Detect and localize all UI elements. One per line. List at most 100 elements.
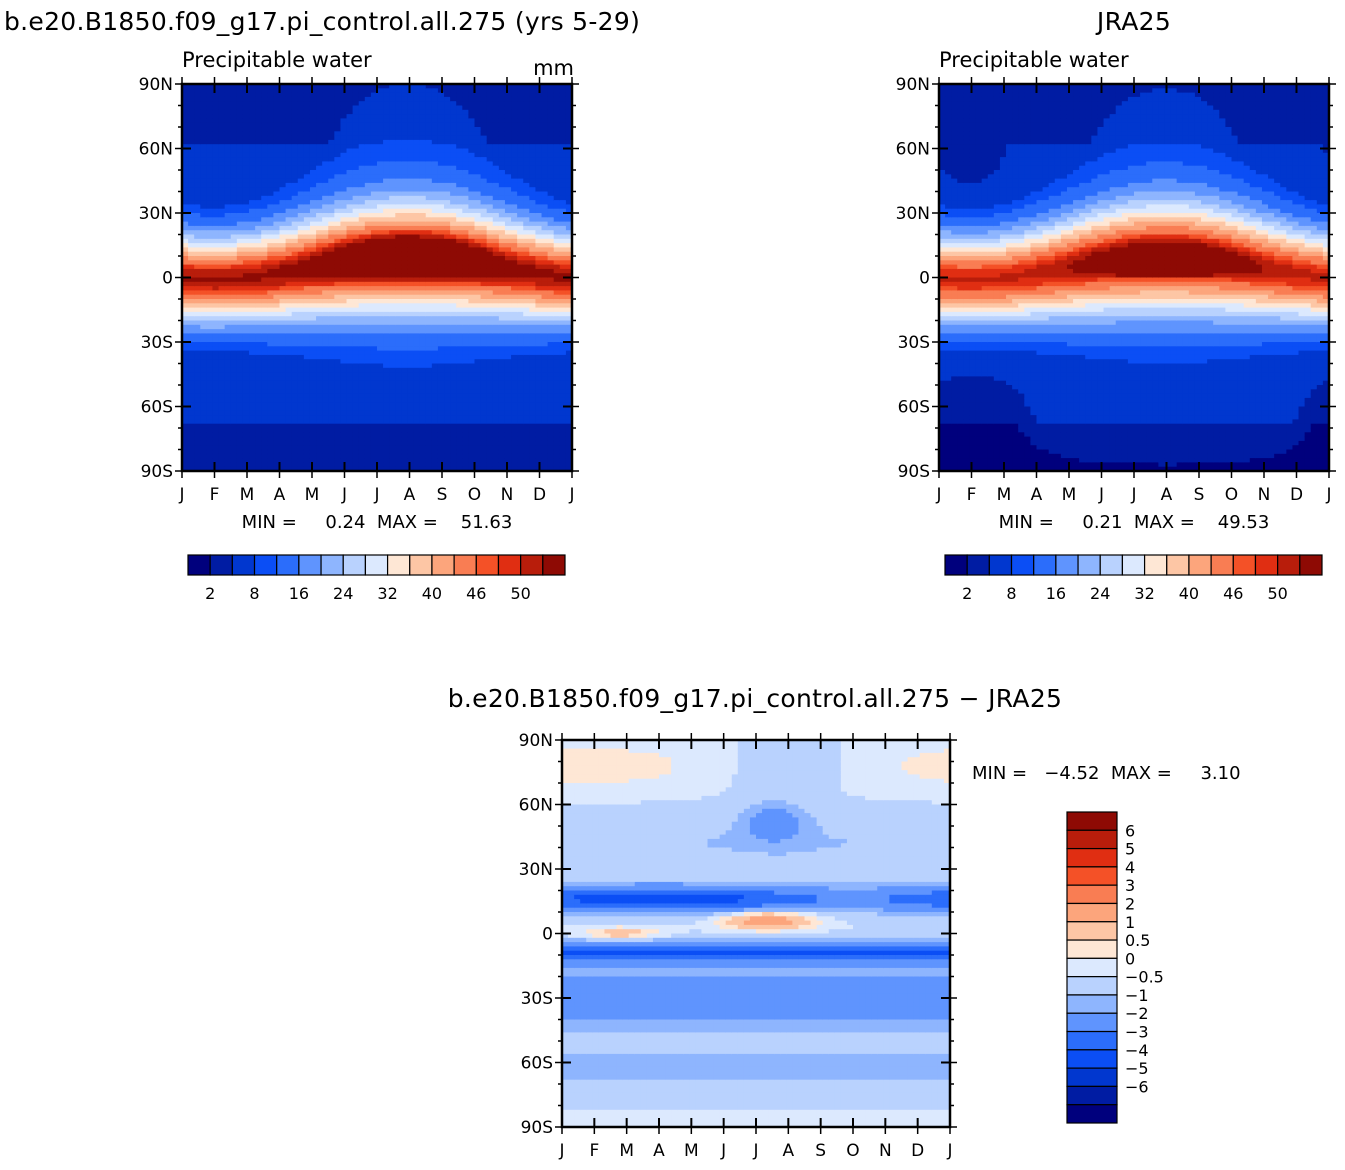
contour-cell — [340, 135, 348, 141]
contour-cell — [480, 118, 488, 124]
contour-cell — [431, 88, 439, 94]
contour-cell — [322, 397, 329, 403]
contour-cell — [249, 453, 256, 459]
contour-cell — [322, 204, 329, 210]
contour-cell — [267, 410, 274, 416]
contour-cell — [468, 445, 476, 451]
contour-cell — [413, 303, 421, 309]
contour-cell — [249, 320, 256, 326]
contour-cell — [486, 397, 494, 403]
contour-cell — [328, 462, 335, 468]
contour-cell — [273, 273, 281, 279]
contour-cell — [462, 320, 469, 326]
contour-cell — [450, 122, 457, 128]
contour-cell — [285, 264, 293, 270]
contour-cell — [285, 238, 293, 244]
contour-cell — [517, 161, 524, 167]
contour-cell — [437, 281, 445, 287]
contour-cell — [285, 303, 293, 309]
contour-cell — [212, 217, 220, 223]
contour-cell — [352, 170, 360, 175]
contour-cell — [340, 445, 348, 451]
contour-cell — [285, 221, 293, 227]
contour-cell — [334, 466, 342, 471]
contour-cell — [316, 178, 323, 184]
contour-cell — [316, 402, 323, 408]
contour-cell — [517, 105, 524, 111]
contour-cell — [383, 290, 390, 296]
contour-cell — [249, 84, 256, 89]
contour-cell — [328, 148, 335, 154]
contour-cell — [309, 178, 317, 184]
contour-cell — [346, 419, 354, 425]
contour-cell — [291, 208, 299, 214]
contour-cell — [316, 406, 323, 412]
contour-cell — [255, 346, 262, 352]
contour-cell — [504, 294, 512, 300]
contour-cell — [236, 256, 244, 261]
contour-cell — [334, 101, 342, 107]
contour-cell — [419, 415, 427, 420]
contour-cell — [444, 415, 451, 420]
contour-cell — [346, 372, 354, 377]
contour-cell — [492, 410, 500, 416]
contour-cell — [437, 397, 445, 403]
contour-cell — [273, 320, 281, 326]
contour-cell — [212, 221, 220, 227]
contour-cell — [456, 260, 463, 266]
contour-cell — [297, 187, 305, 193]
contour-cell — [407, 415, 415, 420]
contour-cell — [273, 316, 281, 322]
contour-cell — [328, 182, 335, 188]
contour-cell — [395, 342, 402, 347]
contour-cell — [407, 139, 415, 145]
contour-cell — [200, 440, 207, 446]
contour-cell — [309, 238, 317, 244]
contour-cell — [517, 230, 524, 236]
contour-cell — [309, 268, 317, 274]
contour-cell — [212, 161, 220, 167]
contour-cell — [206, 337, 214, 343]
contour-cell — [273, 329, 281, 334]
contour-cell — [389, 118, 396, 124]
contour-cell — [377, 307, 384, 313]
contour-cell — [370, 324, 378, 330]
contour-cell — [450, 389, 457, 395]
contour-cell — [236, 217, 244, 223]
contour-cell — [309, 307, 317, 313]
contour-cell — [285, 397, 293, 403]
contour-cell — [309, 148, 317, 154]
contour-cell — [230, 88, 238, 94]
contour-cell — [511, 221, 518, 227]
contour-cell — [285, 260, 293, 266]
contour-cell — [462, 462, 469, 468]
contour-cell — [486, 337, 494, 343]
contour-cell — [346, 238, 354, 244]
contour-cell — [444, 445, 451, 451]
contour-cell — [377, 101, 384, 107]
contour-cell — [480, 385, 488, 390]
contour-cell — [486, 453, 494, 459]
contour-cell — [303, 256, 311, 261]
contour-cell — [395, 139, 402, 145]
contour-cell — [261, 247, 268, 253]
contour-cell — [303, 372, 311, 377]
contour-cell — [249, 415, 256, 420]
contour-cell — [419, 247, 427, 253]
contour-cell — [249, 234, 256, 240]
contour-cell — [194, 436, 201, 442]
contour-cell — [504, 350, 512, 356]
contour-cell — [498, 406, 506, 412]
contour-cell — [419, 152, 427, 158]
contour-cell — [383, 350, 390, 356]
contour-cell — [450, 359, 457, 365]
contour-cell — [218, 346, 226, 352]
contour-cell — [395, 204, 402, 210]
contour-cell — [267, 372, 274, 377]
contour-cell — [395, 105, 402, 111]
contour-cell — [474, 385, 482, 390]
contour-cell — [395, 247, 402, 253]
contour-cell — [316, 157, 323, 162]
contour-cell — [413, 294, 421, 300]
contour-cell — [218, 299, 226, 304]
